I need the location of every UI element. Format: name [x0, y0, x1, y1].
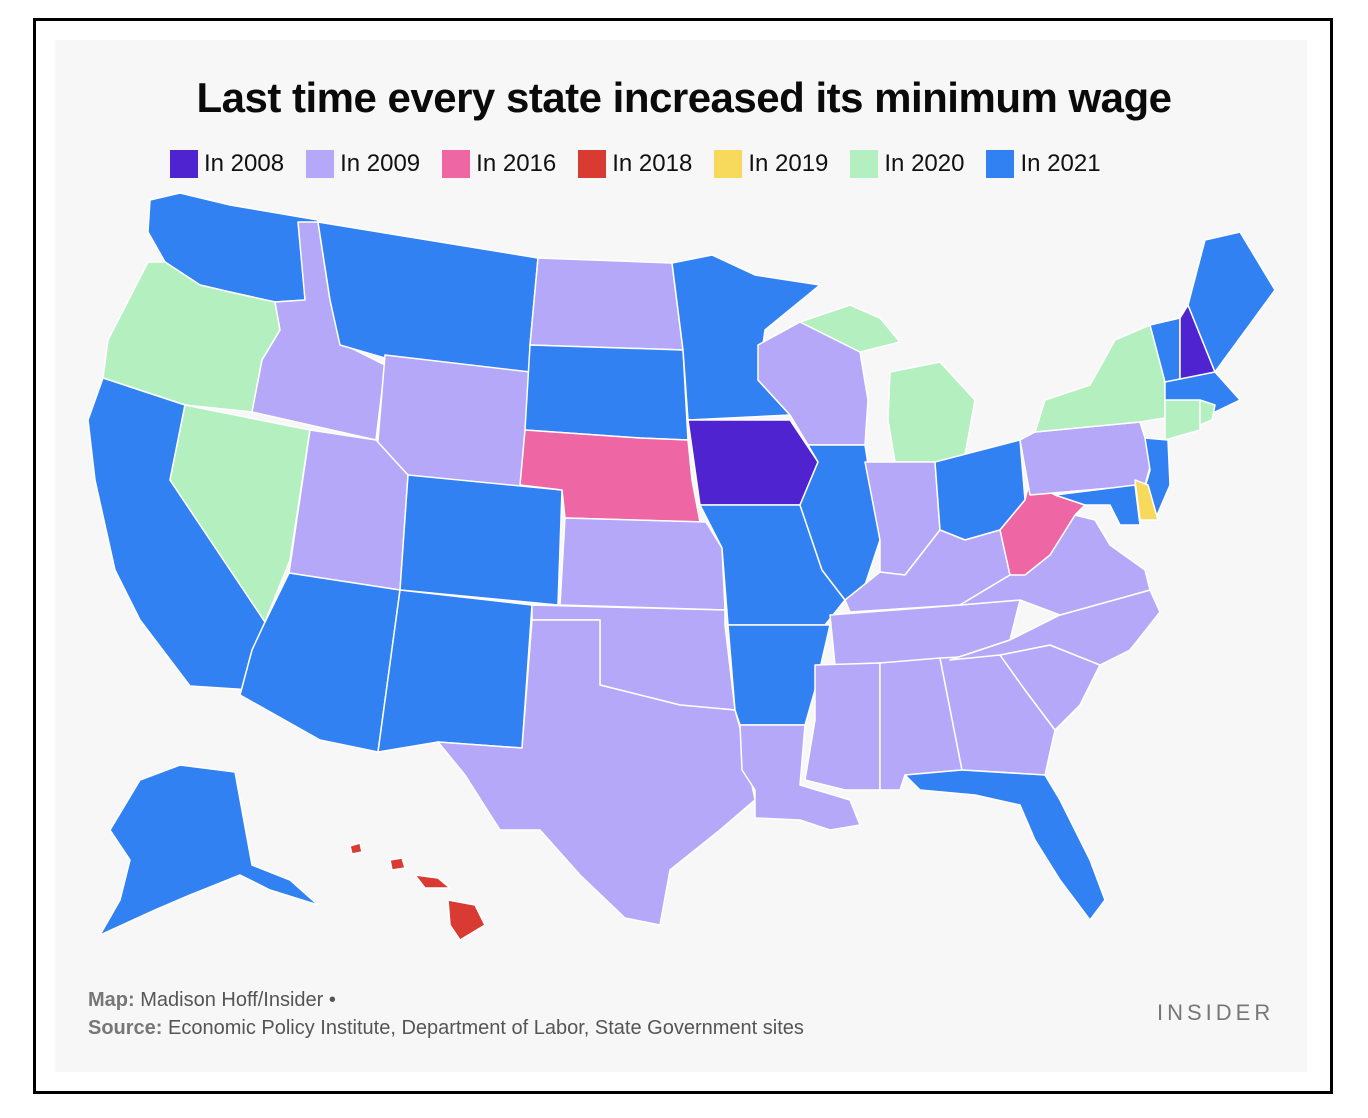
state-nv — [169, 404, 311, 623]
state-sd — [524, 344, 689, 441]
credit-map-label: Map: — [88, 989, 135, 1011]
legend-label: In 2008 — [204, 150, 285, 177]
state-ms — [804, 662, 881, 791]
legend: In 2008 In 2009 In 2016 In 2018 In 2019 In 20… — [170, 150, 1101, 178]
legend-swatch — [986, 150, 1015, 178]
state-fl — [904, 769, 1106, 921]
legend-label: In 2009 — [340, 150, 421, 177]
state-hi — [349, 842, 486, 941]
state-nd — [529, 257, 684, 351]
state-nm — [377, 589, 533, 753]
state-ia — [687, 419, 819, 506]
state-ct — [1164, 399, 1201, 441]
legend-label: In 2016 — [476, 150, 557, 177]
legend-item: In 2020 — [850, 150, 964, 178]
legend-swatch — [442, 150, 471, 178]
state-ks — [559, 517, 726, 611]
legend-label: In 2018 — [612, 150, 693, 177]
state-tx — [437, 619, 756, 926]
credit-source-label: Source: — [88, 1017, 163, 1039]
legend-label: In 2019 — [748, 150, 829, 177]
state-md — [1054, 484, 1141, 526]
legend-swatch — [714, 150, 743, 178]
legend-item: In 2019 — [714, 150, 828, 178]
legend-item: In 2016 — [442, 150, 556, 178]
legend-item: In 2009 — [306, 150, 420, 178]
state-ak — [99, 764, 319, 936]
brand-logo: INSIDER — [1157, 1000, 1275, 1025]
state-mi-upper — [799, 304, 901, 353]
state-la — [739, 724, 861, 831]
legend-label: In 2020 — [884, 150, 965, 177]
legend-label: In 2021 — [1020, 150, 1101, 177]
state-ri — [1199, 399, 1216, 426]
legend-swatch — [306, 150, 335, 178]
state-mi — [887, 361, 976, 463]
credit-source: Source: Economic Policy Institute, Depar… — [88, 1014, 804, 1042]
state-ny — [1034, 324, 1166, 433]
state-wv — [999, 479, 1086, 576]
legend-item: In 2008 — [170, 150, 284, 178]
credit-map: Map: Madison Hoff/Insider • — [88, 986, 804, 1014]
credit-map-text: Madison Hoff/Insider • — [140, 989, 336, 1011]
legend-swatch — [850, 150, 879, 178]
state-co — [399, 474, 563, 606]
map-title: Last time every state increased its mini… — [196, 74, 1172, 121]
state-pa — [1019, 421, 1153, 496]
legend-item: In 2021 — [986, 150, 1101, 178]
credits: Map: Madison Hoff/Insider • Source: Econ… — [88, 986, 804, 1042]
credit-source-text: Economic Policy Institute, Department of… — [168, 1017, 804, 1039]
legend-swatch — [578, 150, 607, 178]
state-nc — [949, 589, 1161, 666]
legend-item: In 2018 — [578, 150, 692, 178]
state-me — [1187, 231, 1276, 373]
legend-swatch — [170, 150, 198, 178]
